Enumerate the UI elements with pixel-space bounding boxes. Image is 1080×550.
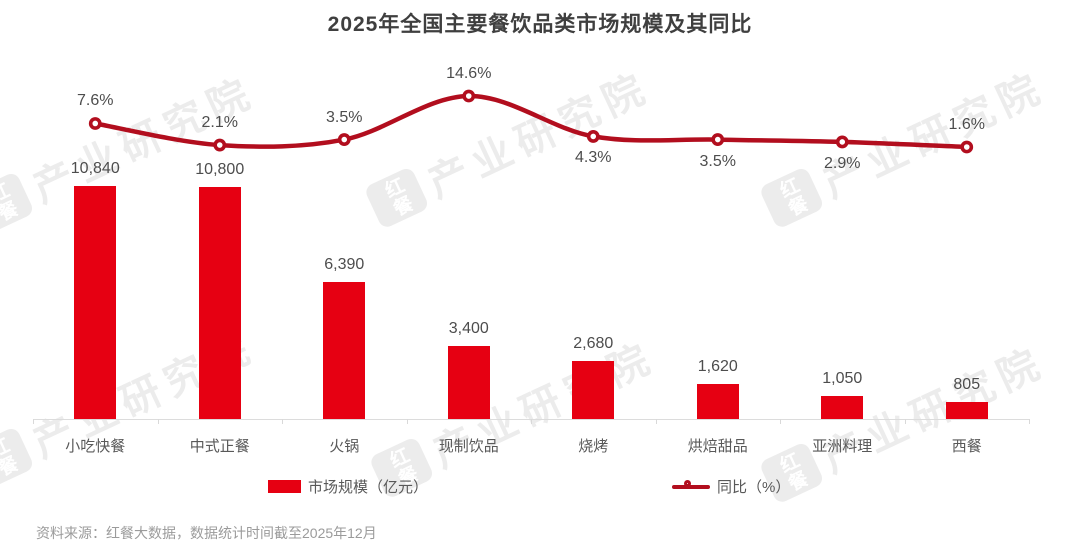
x-axis-label-中式正餐: 中式正餐 (189, 438, 250, 455)
bar-小吃快餐 (74, 186, 117, 419)
bar-中式正餐 (198, 186, 241, 419)
bar-西餐 (945, 401, 988, 419)
yoy-point-marker-小吃快餐 (88, 117, 102, 130)
x-axis-label-西餐: 西餐 (951, 438, 982, 455)
legend-item-yoy: 同比（%） (672, 476, 790, 497)
yoy-point-marker-亚洲料理 (835, 135, 849, 149)
yoy-point-marker-西餐 (960, 140, 974, 154)
x-axis-label-火锅: 火锅 (329, 438, 360, 455)
x-axis-label-亚洲料理: 亚洲料理 (812, 438, 873, 455)
yoy-value-label: 1.6% (948, 116, 985, 134)
yoy-value-label: 2.1% (201, 114, 238, 132)
legend-item-market-size: 市场规模（亿元） (268, 476, 428, 497)
bar-火锅 (323, 281, 366, 419)
yoy-value-label: 3.5% (326, 108, 363, 126)
x-axis-label-小吃快餐: 小吃快餐 (65, 438, 126, 455)
yoy-point-marker-烧烤 (586, 130, 600, 143)
yoy-value-label: 7.6% (77, 92, 114, 110)
x-axis-label-烘焙甜品: 烘焙甜品 (687, 438, 748, 455)
legend-line-label: 同比（%） (717, 479, 791, 496)
legend-bar-label: 市场规模（亿元） (308, 479, 429, 496)
x-axis-tick (655, 419, 657, 424)
yoy-point-marker-现制饮品 (462, 89, 476, 103)
bar-value-label: 1,620 (697, 358, 738, 376)
page-title: 2025年全国主要餐饮品类市场规模及其同比 (327, 13, 753, 36)
yoy-value-label: 14.6% (446, 65, 492, 83)
x-axis-label-烧烤: 烧烤 (578, 438, 609, 455)
yoy-point-marker-烘焙甜品 (711, 133, 725, 146)
x-axis-tick (531, 419, 532, 424)
x-axis-tick (282, 419, 283, 424)
bar-value-label: 2,680 (573, 335, 614, 353)
bar-亚洲料理 (821, 396, 864, 419)
bar-value-label: 10,800 (195, 160, 245, 178)
bar-现制饮品 (447, 345, 490, 419)
yoy-value-label: 2.9% (824, 154, 861, 172)
yoy-line-path (93, 93, 970, 150)
x-axis-tick (780, 419, 781, 424)
x-axis-tick (904, 419, 906, 424)
bar-烘焙甜品 (696, 384, 739, 419)
bar-value-label: 10,840 (70, 160, 120, 177)
source-note: 资料来源：红餐大数据，数据统计时间截至2025年12月 (36, 525, 377, 541)
line-marker-icon (672, 479, 710, 494)
yoy-value-label: 4.3% (575, 149, 612, 167)
bar-value-label: 805 (953, 375, 981, 393)
x-axis-tick (157, 419, 159, 424)
bar-烧烤 (572, 361, 615, 419)
yoy-value-label: 3.5% (699, 152, 736, 170)
bar-swatch-icon (268, 480, 301, 493)
x-axis-label-现制饮品: 现制饮品 (438, 438, 499, 455)
chart-legend: 市场规模（亿元） 同比（%） (0, 476, 1080, 497)
yoy-point-marker-火锅 (337, 133, 351, 146)
bar-value-label: 1,050 (822, 370, 863, 388)
yoy-point-marker-中式正餐 (213, 138, 227, 152)
bar-value-label: 3,400 (448, 319, 489, 337)
x-axis-tick (1029, 419, 1030, 424)
bar-value-label: 6,390 (324, 255, 365, 273)
x-axis-tick (406, 419, 408, 424)
x-axis-tick (33, 419, 34, 424)
